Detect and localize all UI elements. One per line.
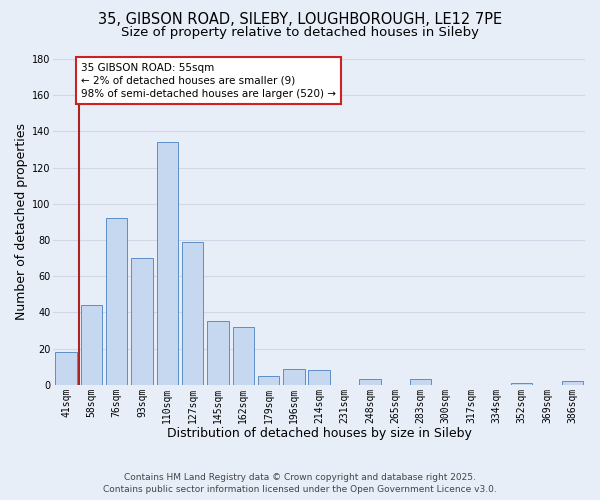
Bar (258, 376, 280, 385)
Bar (207, 322, 229, 385)
Y-axis label: Number of detached properties: Number of detached properties (15, 124, 28, 320)
Bar (55, 352, 77, 385)
Text: Size of property relative to detached houses in Sileby: Size of property relative to detached ho… (121, 26, 479, 39)
Bar (233, 327, 254, 385)
Text: 35 GIBSON ROAD: 55sqm
← 2% of detached houses are smaller (9)
98% of semi-detach: 35 GIBSON ROAD: 55sqm ← 2% of detached h… (81, 62, 336, 99)
Bar (562, 381, 583, 385)
Bar (359, 380, 380, 385)
Bar (308, 370, 330, 385)
Bar (410, 380, 431, 385)
Text: Contains HM Land Registry data © Crown copyright and database right 2025.
Contai: Contains HM Land Registry data © Crown c… (103, 472, 497, 494)
Text: 35, GIBSON ROAD, SILEBY, LOUGHBOROUGH, LE12 7PE: 35, GIBSON ROAD, SILEBY, LOUGHBOROUGH, L… (98, 12, 502, 28)
Bar (157, 142, 178, 385)
Bar (283, 368, 305, 385)
Bar (182, 242, 203, 385)
Bar (106, 218, 127, 385)
Bar (80, 305, 102, 385)
X-axis label: Distribution of detached houses by size in Sileby: Distribution of detached houses by size … (167, 427, 472, 440)
Bar (511, 383, 532, 385)
Bar (131, 258, 153, 385)
